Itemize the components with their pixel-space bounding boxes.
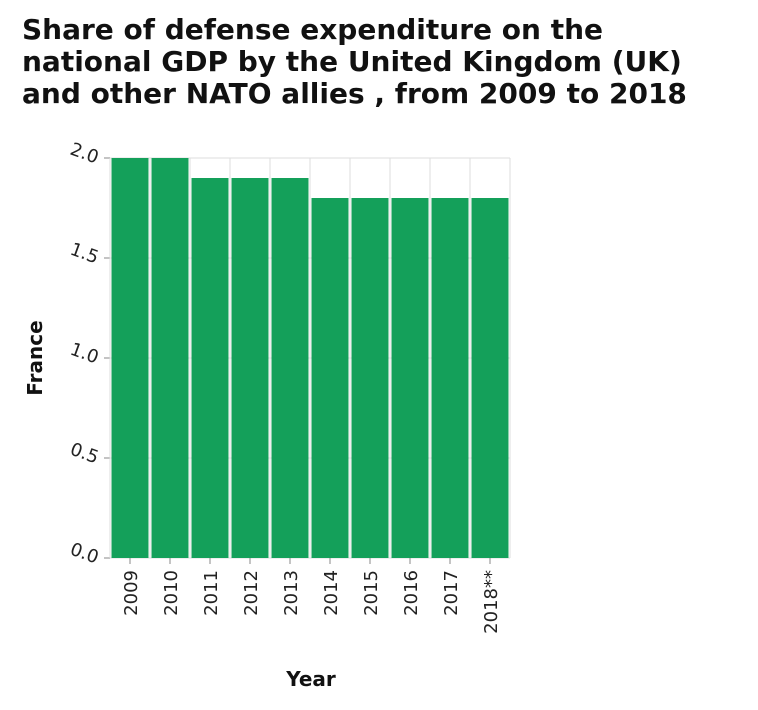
x-tick-labels: 2009 2010 2011 2012 2013 2014 2015 2016 2017 2018… bbox=[121, 558, 502, 634]
bar-2012 bbox=[231, 178, 269, 558]
y-tick-labels: 0.0 0.5 1.0 1.5 2.0 bbox=[67, 139, 101, 569]
x-tick-label: 2009 bbox=[121, 570, 142, 616]
bar-2018 bbox=[471, 198, 509, 558]
bar-2010 bbox=[151, 158, 189, 558]
x-tick-label: 2018** bbox=[481, 570, 502, 634]
y-tick-label: 1.0 bbox=[67, 339, 101, 369]
x-tick-label: 2013 bbox=[281, 570, 302, 616]
bars bbox=[111, 158, 509, 558]
bar-2011 bbox=[191, 178, 229, 558]
bar-2017 bbox=[431, 198, 469, 558]
chart-title: Share of defense expenditure on the nati… bbox=[22, 13, 687, 110]
bar-2013 bbox=[271, 178, 309, 558]
x-tick-label: 2016 bbox=[401, 570, 422, 616]
y-tick-label: 2.0 bbox=[67, 139, 101, 169]
y-tick-label: 0.5 bbox=[67, 439, 101, 469]
bar-2009 bbox=[111, 158, 149, 558]
x-tick-label: 2012 bbox=[241, 570, 262, 616]
bar-2015 bbox=[351, 198, 389, 558]
x-tick-label: 2011 bbox=[201, 570, 222, 616]
y-axis-label: France bbox=[23, 320, 47, 395]
x-tick-label: 2014 bbox=[321, 570, 342, 616]
y-tick-label: 0.0 bbox=[67, 539, 101, 569]
y-tick-label: 1.5 bbox=[67, 239, 101, 269]
bar-2016 bbox=[391, 198, 429, 558]
x-tick-label: 2017 bbox=[441, 570, 462, 616]
x-axis-label: Year bbox=[285, 667, 336, 691]
bar-2014 bbox=[311, 198, 349, 558]
x-tick-label: 2015 bbox=[361, 570, 382, 616]
x-tick-label: 2010 bbox=[161, 570, 182, 616]
